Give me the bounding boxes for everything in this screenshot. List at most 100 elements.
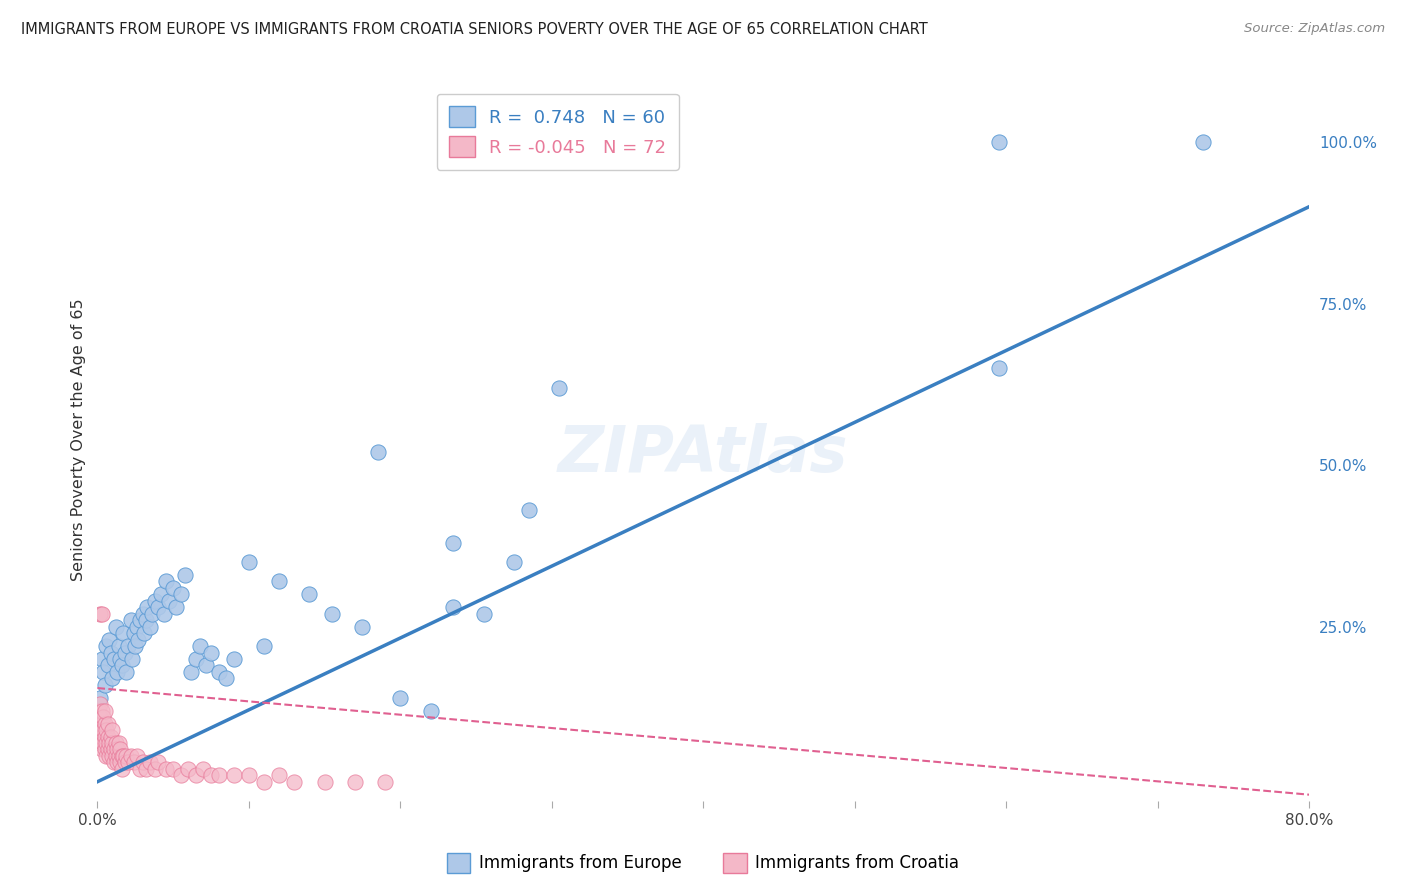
Point: [117, 756, 139, 770]
Point: [93, 710, 115, 724]
Point: [222, 768, 245, 782]
Text: ZIPAtlas: ZIPAtlas: [558, 423, 849, 484]
Point: [374, 774, 396, 789]
Point: [314, 774, 336, 789]
Point: [96, 723, 118, 737]
Point: [108, 652, 131, 666]
Point: [112, 626, 135, 640]
Point: [174, 568, 197, 582]
Point: [94, 678, 117, 692]
Point: [517, 503, 540, 517]
Point: [132, 607, 155, 621]
Point: [97, 716, 120, 731]
Point: [94, 716, 117, 731]
Point: [98, 632, 121, 647]
Point: [141, 607, 163, 621]
Point: [108, 756, 131, 770]
Point: [157, 594, 180, 608]
Point: [112, 748, 135, 763]
Point: [155, 574, 177, 589]
Point: [207, 665, 229, 679]
Point: [503, 555, 526, 569]
Point: [441, 600, 464, 615]
Point: [110, 658, 132, 673]
Point: [132, 756, 155, 770]
Point: [105, 756, 128, 770]
Legend: Immigrants from Europe, Immigrants from Croatia: Immigrants from Europe, Immigrants from …: [440, 847, 966, 880]
Text: IMMIGRANTS FROM EUROPE VS IMMIGRANTS FROM CROATIA SENIORS POVERTY OVER THE AGE O: IMMIGRANTS FROM EUROPE VS IMMIGRANTS FRO…: [21, 22, 928, 37]
Point: [94, 742, 117, 756]
Point: [222, 652, 245, 666]
Point: [283, 774, 305, 789]
Point: [97, 658, 120, 673]
Point: [321, 607, 343, 621]
Point: [352, 620, 374, 634]
Point: [108, 742, 131, 756]
Point: [195, 658, 218, 673]
Point: [96, 639, 118, 653]
Point: [128, 762, 150, 776]
Point: [114, 756, 136, 770]
Point: [177, 762, 200, 776]
Point: [93, 736, 115, 750]
Point: [367, 445, 389, 459]
Point: [97, 730, 120, 744]
Point: [548, 381, 571, 395]
Point: [96, 736, 118, 750]
Point: [98, 736, 121, 750]
Point: [253, 774, 276, 789]
Point: [90, 730, 112, 744]
Point: [115, 748, 138, 763]
Point: [89, 710, 111, 724]
Point: [136, 600, 159, 615]
Point: [1192, 135, 1215, 149]
Point: [101, 748, 124, 763]
Point: [89, 723, 111, 737]
Point: [110, 748, 132, 763]
Point: [184, 768, 207, 782]
Point: [103, 652, 125, 666]
Point: [143, 594, 166, 608]
Point: [269, 768, 291, 782]
Point: [98, 748, 121, 763]
Point: [190, 639, 212, 653]
Point: [125, 748, 148, 763]
Point: [90, 742, 112, 756]
Point: [149, 587, 172, 601]
Point: [184, 652, 207, 666]
Point: [153, 607, 176, 621]
Point: [100, 646, 122, 660]
Point: [441, 535, 464, 549]
Point: [143, 762, 166, 776]
Point: [298, 587, 321, 601]
Point: [135, 613, 157, 627]
Point: [169, 768, 191, 782]
Point: [120, 613, 142, 627]
Point: [105, 665, 128, 679]
Point: [128, 613, 150, 627]
Point: [987, 135, 1010, 149]
Point: [107, 748, 129, 763]
Point: [165, 600, 187, 615]
Point: [238, 555, 260, 569]
Point: [472, 607, 495, 621]
Point: [100, 730, 122, 744]
Point: [127, 632, 149, 647]
Point: [90, 704, 112, 718]
Point: [120, 748, 142, 763]
Point: [100, 742, 122, 756]
Point: [97, 742, 120, 756]
Point: [105, 742, 128, 756]
Point: [96, 748, 118, 763]
Point: [90, 607, 112, 621]
Point: [343, 774, 366, 789]
Point: [134, 626, 156, 640]
Point: [101, 671, 124, 685]
Point: [215, 671, 238, 685]
Point: [125, 620, 148, 634]
Point: [107, 736, 129, 750]
Point: [89, 690, 111, 705]
Point: [124, 639, 146, 653]
Point: [122, 756, 145, 770]
Point: [89, 607, 111, 621]
